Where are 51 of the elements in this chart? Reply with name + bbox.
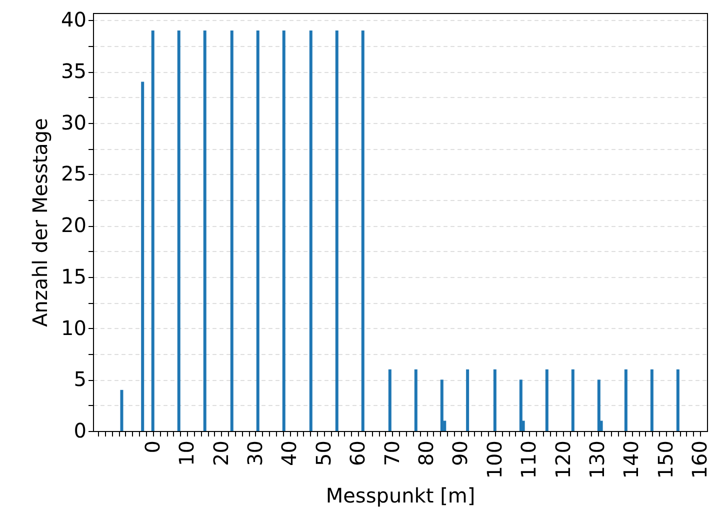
bar xyxy=(676,369,680,431)
x-tick-label: 100 xyxy=(482,440,506,479)
bar xyxy=(650,369,654,431)
y-tick-label: 30 xyxy=(61,110,86,134)
bar xyxy=(414,369,418,431)
bar xyxy=(519,380,522,431)
y-tick-label: 35 xyxy=(61,59,86,84)
x-tick-label: 40 xyxy=(277,440,302,466)
y-tick-label: 0 xyxy=(74,418,86,442)
x-tick-label: 150 xyxy=(653,440,678,479)
bar xyxy=(597,380,600,431)
x-tick-label: 120 xyxy=(550,440,575,479)
y-tick-label: 40 xyxy=(61,8,86,32)
y-axis-title: Anzahl der Messtage xyxy=(28,118,52,327)
y-tick-label: 5 xyxy=(74,367,86,392)
x-tick-label: 140 xyxy=(619,440,644,479)
bar xyxy=(120,390,124,431)
bar xyxy=(203,30,206,431)
bar xyxy=(440,380,444,431)
bar xyxy=(141,82,144,431)
x-tick-label: 90 xyxy=(448,440,472,466)
x-tick-label: 50 xyxy=(311,440,336,466)
x-tick-label: 70 xyxy=(380,440,404,466)
bar xyxy=(361,30,364,431)
bar xyxy=(151,30,154,431)
x-tick-label: 130 xyxy=(585,440,610,479)
bar xyxy=(230,30,234,431)
bar xyxy=(571,369,574,431)
x-tick-label: 0 xyxy=(140,440,164,454)
y-tick-label: 10 xyxy=(61,316,86,340)
bar xyxy=(335,30,338,431)
bar xyxy=(177,30,180,431)
x-tick-label: 10 xyxy=(174,440,199,466)
y-tick-label: 20 xyxy=(61,213,86,238)
bar xyxy=(545,369,548,431)
x-tick-label: 160 xyxy=(688,440,712,479)
bar xyxy=(624,369,628,431)
x-tick-label: 30 xyxy=(242,440,267,466)
bar xyxy=(388,369,392,431)
bar xyxy=(282,30,286,431)
y-tick-label: 25 xyxy=(61,162,86,186)
bar xyxy=(493,369,496,431)
x-tick-label: 80 xyxy=(414,440,438,466)
x-axis-title: Messpunkt [m] xyxy=(326,484,476,508)
y-tick-label: 15 xyxy=(61,264,86,288)
x-tick-label: 110 xyxy=(516,440,541,479)
x-tick-label: 20 xyxy=(208,440,233,466)
bar xyxy=(466,369,470,431)
bar xyxy=(256,30,260,431)
x-tick-label: 60 xyxy=(346,440,370,466)
bar xyxy=(309,30,312,431)
